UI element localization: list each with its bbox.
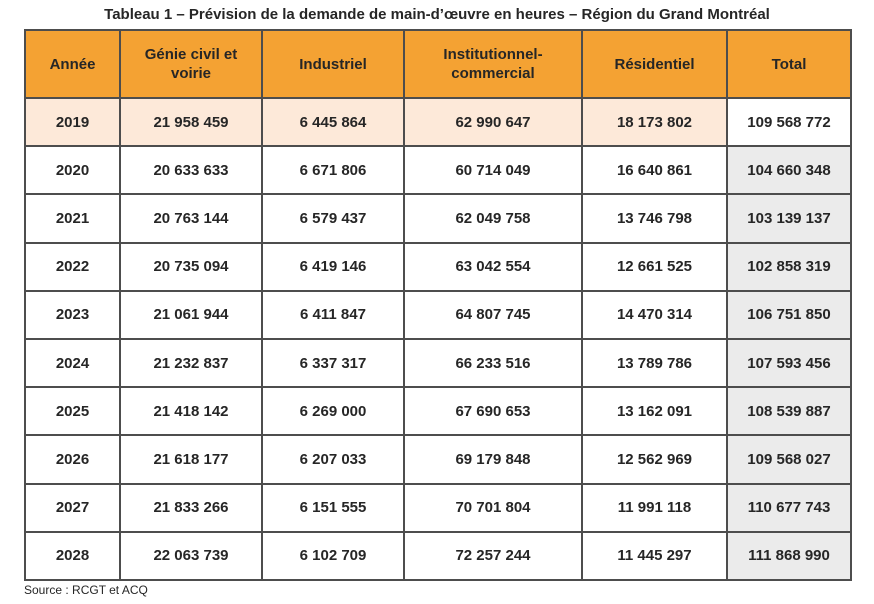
residentiel-cell: 12 562 969 xyxy=(581,434,728,485)
table-row: 2022 20 735 094 6 419 146 63 042 554 12 661 … xyxy=(24,241,852,292)
institutionnel-cell: 60 714 049 xyxy=(403,145,583,196)
year-cell: 2024 xyxy=(24,337,121,389)
table-row: 2020 20 633 633 6 671 806 60 714 049 16 640 … xyxy=(24,145,852,196)
institutionnel-cell: 66 233 516 xyxy=(403,337,583,389)
industriel-cell: 6 207 033 xyxy=(261,434,405,485)
institutionnel-cell: 69 179 848 xyxy=(403,434,583,485)
table-row: 2026 21 618 177 6 207 033 69 179 848 12 562 … xyxy=(24,434,852,485)
year-cell: 2021 xyxy=(24,193,121,244)
industriel-cell: 6 151 555 xyxy=(261,482,405,533)
total-cell: 102 858 319 xyxy=(726,241,852,292)
column-header-institutionnel: Institutionnel-commercial xyxy=(403,29,583,99)
industriel-cell: 6 445 864 xyxy=(261,96,405,148)
genie-civil-cell: 21 061 944 xyxy=(119,289,263,340)
total-cell: 106 751 850 xyxy=(726,289,852,340)
total-cell: 108 539 887 xyxy=(726,386,852,437)
institutionnel-cell: 72 257 244 xyxy=(403,530,583,582)
institutionnel-cell: 62 990 647 xyxy=(403,96,583,148)
residentiel-cell: 12 661 525 xyxy=(581,241,728,292)
institutionnel-cell: 70 701 804 xyxy=(403,482,583,533)
table-row: 2019 21 958 459 6 445 864 62 990 647 18 173 … xyxy=(24,96,852,148)
residentiel-cell: 13 789 786 xyxy=(581,337,728,389)
institutionnel-cell: 64 807 745 xyxy=(403,289,583,340)
industriel-cell: 6 419 146 xyxy=(261,241,405,292)
genie-civil-cell: 21 833 266 xyxy=(119,482,263,533)
genie-civil-cell: 21 618 177 xyxy=(119,434,263,485)
table-row: 2021 20 763 144 6 579 437 62 049 758 13 746 … xyxy=(24,193,852,244)
industriel-cell: 6 269 000 xyxy=(261,386,405,437)
column-header-annee: Année xyxy=(24,29,121,99)
genie-civil-cell: 20 633 633 xyxy=(119,145,263,196)
table-row: 2025 21 418 142 6 269 000 67 690 653 13 162 … xyxy=(24,386,852,437)
industriel-cell: 6 579 437 xyxy=(261,193,405,244)
table-row: 2028 22 063 739 6 102 709 72 257 244 11 445 … xyxy=(24,530,852,582)
year-cell: 2026 xyxy=(24,434,121,485)
total-cell: 104 660 348 xyxy=(726,145,852,196)
genie-civil-cell: 21 958 459 xyxy=(119,96,263,148)
year-cell: 2028 xyxy=(24,530,121,582)
table-row: 2027 21 833 266 6 151 555 70 701 804 11 991 … xyxy=(24,482,852,533)
industriel-cell: 6 671 806 xyxy=(261,145,405,196)
column-header-total: Total xyxy=(726,29,852,99)
genie-civil-cell: 20 763 144 xyxy=(119,193,263,244)
total-cell: 109 568 772 xyxy=(726,96,852,148)
residentiel-cell: 13 746 798 xyxy=(581,193,728,244)
residentiel-cell: 14 470 314 xyxy=(581,289,728,340)
total-cell: 103 139 137 xyxy=(726,193,852,244)
genie-civil-cell: 20 735 094 xyxy=(119,241,263,292)
labor-demand-table: Année Génie civil et voirie Industriel I… xyxy=(24,29,852,582)
year-cell: 2025 xyxy=(24,386,121,437)
column-header-residentiel: Résidentiel xyxy=(581,29,728,99)
residentiel-cell: 11 991 118 xyxy=(581,482,728,533)
industriel-cell: 6 411 847 xyxy=(261,289,405,340)
residentiel-cell: 18 173 802 xyxy=(581,96,728,148)
year-cell: 2019 xyxy=(24,96,121,148)
table-row: 2023 21 061 944 6 411 847 64 807 745 14 470 … xyxy=(24,289,852,340)
table-title: Tableau 1 – Prévision de la demande de m… xyxy=(104,6,770,23)
genie-civil-cell: 21 232 837 xyxy=(119,337,263,389)
institutionnel-cell: 62 049 758 xyxy=(403,193,583,244)
year-cell: 2022 xyxy=(24,241,121,292)
total-cell: 107 593 456 xyxy=(726,337,852,389)
industriel-cell: 6 337 317 xyxy=(261,337,405,389)
column-header-industriel: Industriel xyxy=(261,29,405,99)
institutionnel-cell: 67 690 653 xyxy=(403,386,583,437)
genie-civil-cell: 21 418 142 xyxy=(119,386,263,437)
industriel-cell: 6 102 709 xyxy=(261,530,405,582)
table-body: 2019 21 958 459 6 445 864 62 990 647 18 173 … xyxy=(24,96,852,582)
total-cell: 110 677 743 xyxy=(726,482,852,533)
year-cell: 2023 xyxy=(24,289,121,340)
genie-civil-cell: 22 063 739 xyxy=(119,530,263,582)
institutionnel-cell: 63 042 554 xyxy=(403,241,583,292)
column-header-genie-civil: Génie civil et voirie xyxy=(119,29,263,99)
total-cell: 109 568 027 xyxy=(726,434,852,485)
year-cell: 2027 xyxy=(24,482,121,533)
table-row: 2024 21 232 837 6 337 317 66 233 516 13 789 … xyxy=(24,337,852,389)
total-cell: 111 868 990 xyxy=(726,530,852,582)
source-note: Source : RCGT et ACQ xyxy=(24,583,148,597)
residentiel-cell: 16 640 861 xyxy=(581,145,728,196)
table-header-row: Année Génie civil et voirie Industriel I… xyxy=(24,29,852,99)
residentiel-cell: 11 445 297 xyxy=(581,530,728,582)
year-cell: 2020 xyxy=(24,145,121,196)
residentiel-cell: 13 162 091 xyxy=(581,386,728,437)
